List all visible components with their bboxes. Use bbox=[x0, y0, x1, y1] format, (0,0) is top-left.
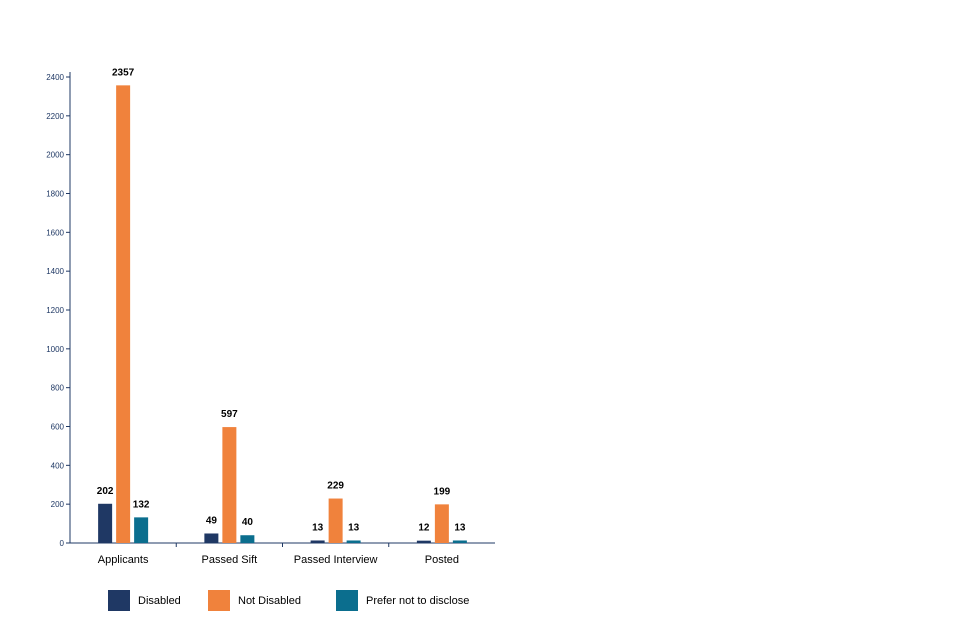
x-tick-label: Passed Interview bbox=[294, 554, 378, 566]
y-tick-label: 1400 bbox=[46, 267, 64, 276]
data-label: 229 bbox=[327, 481, 344, 492]
data-label: 132 bbox=[133, 499, 150, 510]
y-tick-label: 1200 bbox=[46, 306, 64, 315]
y-tick-label: 1600 bbox=[46, 228, 64, 237]
bar bbox=[204, 533, 219, 543]
y-tick-label: 200 bbox=[51, 500, 65, 509]
data-label: 199 bbox=[434, 486, 451, 497]
y-axis: 0 200 400 600 800 1000 1200 1400 1600 1800 2000 220… bbox=[46, 72, 71, 548]
x-axis: Applicants Passed Sift Passed Interview Pos… bbox=[70, 542, 495, 566]
data-label: 13 bbox=[348, 522, 360, 533]
y-tick-label: 1000 bbox=[46, 345, 64, 354]
data-label: 13 bbox=[454, 522, 466, 533]
bar bbox=[416, 540, 431, 543]
bar bbox=[328, 498, 343, 543]
bar bbox=[434, 504, 449, 543]
data-label: 12 bbox=[418, 523, 430, 534]
legend-label: Disabled bbox=[138, 595, 181, 607]
bar bbox=[346, 540, 361, 543]
data-labels: 202 2357 132 49 597 40 13 229 13 12 199 13 bbox=[97, 67, 466, 533]
legend-label: Prefer not to disclose bbox=[366, 595, 469, 607]
data-label: 597 bbox=[221, 409, 238, 420]
x-tick-label: Posted bbox=[425, 554, 459, 566]
data-label: 13 bbox=[312, 522, 324, 533]
legend-swatch bbox=[336, 590, 358, 611]
bar bbox=[452, 540, 467, 543]
y-tick-label: 400 bbox=[51, 461, 65, 470]
bar bbox=[310, 540, 325, 543]
y-tick-label: 800 bbox=[51, 384, 65, 393]
legend-swatch bbox=[208, 590, 230, 611]
bar bbox=[222, 427, 237, 543]
data-label: 49 bbox=[206, 515, 218, 526]
legend-swatch bbox=[108, 590, 130, 611]
bars bbox=[98, 85, 467, 543]
y-tick-label: 1800 bbox=[46, 190, 64, 199]
bar bbox=[98, 503, 113, 543]
legend-label: Not Disabled bbox=[238, 595, 301, 607]
x-tick-label: Applicants bbox=[98, 554, 149, 566]
data-label: 2357 bbox=[112, 67, 135, 78]
bar bbox=[134, 517, 149, 543]
data-label: 202 bbox=[97, 486, 114, 497]
y-tick-label: 2000 bbox=[46, 151, 64, 160]
y-tick-label: 2400 bbox=[46, 73, 64, 82]
bar bbox=[240, 535, 255, 543]
bar bbox=[116, 85, 131, 543]
y-tick-label: 600 bbox=[51, 423, 65, 432]
y-tick-label: 0 bbox=[60, 539, 65, 548]
legend: Disabled Not Disabled Prefer not to disclo… bbox=[108, 590, 469, 611]
x-tick-label: Passed Sift bbox=[202, 554, 258, 566]
data-label: 40 bbox=[242, 517, 254, 528]
y-tick-label: 2200 bbox=[46, 112, 64, 121]
